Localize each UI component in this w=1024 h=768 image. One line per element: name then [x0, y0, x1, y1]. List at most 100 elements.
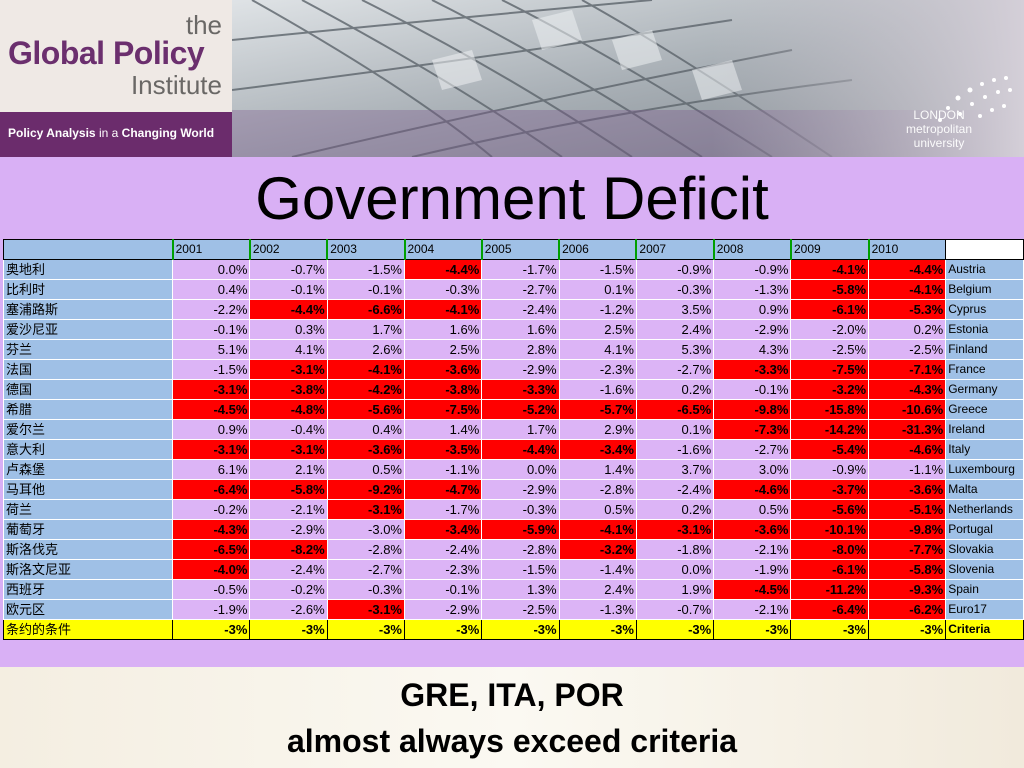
deficit-cell: -1.7% — [481, 259, 560, 280]
deficit-cell: 4.3% — [713, 339, 792, 360]
tagline-part2: in a — [98, 126, 119, 140]
deficit-cell: -7.5% — [403, 399, 483, 420]
criteria-cell: -3% — [403, 619, 483, 640]
table-row: 奥地利 0.0% -0.7% -1.5% -4.4% -1.7% -1.5% -0.9% -0.… — [2, 259, 1024, 280]
deficit-cell: -5.9% — [481, 519, 560, 540]
deficit-cell: -6.2% — [868, 599, 947, 620]
deficit-cell: -11.2% — [790, 579, 870, 600]
deficit-cell: -6.5% — [635, 399, 715, 420]
deficit-cell: -3.6% — [403, 359, 483, 380]
year-header: 2001 — [171, 239, 251, 260]
deficit-cell: -14.2% — [790, 419, 870, 440]
deficit-cell: -3.1% — [326, 499, 406, 520]
country-cn-label: 意大利 — [2, 439, 174, 460]
deficit-cell: -0.1% — [249, 279, 328, 300]
deficit-cell: -2.0% — [790, 319, 870, 340]
deficit-cell: -3.1% — [326, 599, 406, 620]
country-en-label: Euro17 — [945, 599, 1024, 620]
deficit-cell: -2.1% — [713, 599, 792, 620]
deficit-cell: -10.1% — [790, 519, 870, 540]
deficit-cell: 0.9% — [713, 299, 792, 320]
deficit-cell: 1.9% — [635, 579, 715, 600]
deficit-cell: -3.8% — [403, 379, 483, 400]
deficit-cell: -3.2% — [558, 539, 637, 560]
table-row: 葡萄牙 -4.3% -2.9% -3.0% -3.4% -5.9% -4.1% -3.1% -3… — [2, 519, 1024, 540]
deficit-cell: 1.6% — [403, 319, 483, 340]
deficit-cell: -1.1% — [868, 459, 947, 480]
country-cn-label: 希腊 — [2, 399, 174, 420]
deficit-cell: -9.3% — [868, 579, 947, 600]
deficit-cell: -6.1% — [790, 299, 870, 320]
deficit-cell: -10.6% — [868, 399, 947, 420]
criteria-cell: -3% — [481, 619, 560, 640]
deficit-cell: -9.8% — [868, 519, 947, 540]
country-cn-label: 爱尔兰 — [2, 419, 174, 440]
deficit-cell: -7.1% — [868, 359, 947, 380]
deficit-cell: -0.9% — [713, 259, 792, 280]
country-en-label: Greece — [945, 399, 1024, 420]
deficit-cell: 4.1% — [249, 339, 328, 360]
deficit-cell: -1.4% — [558, 559, 637, 580]
country-en-label: Belgium — [945, 279, 1024, 300]
deficit-cell: -0.1% — [713, 379, 792, 400]
table-row: 塞浦路斯 -2.2% -4.4% -6.6% -4.1% -2.4% -1.2% 3.5% 0.… — [2, 299, 1024, 320]
university-name: LONDON metropolitan university — [905, 108, 973, 150]
deficit-cell: -5.3% — [868, 299, 947, 320]
deficit-cell: -2.9% — [481, 359, 560, 380]
deficit-cell: -0.2% — [249, 579, 328, 600]
deficit-cell: -2.9% — [249, 519, 328, 540]
deficit-cell: -1.5% — [481, 559, 560, 580]
country-cn-label: 爱沙尼亚 — [2, 319, 174, 340]
deficit-cell: -3.3% — [481, 379, 560, 400]
page-title: Government Deficit — [255, 165, 769, 232]
country-en-label: Spain — [945, 579, 1024, 600]
deficit-cell: 0.4% — [326, 419, 406, 440]
deficit-cell: -3.1% — [172, 439, 251, 460]
deficit-cell: -6.4% — [790, 599, 870, 620]
deficit-cell: 3.7% — [635, 459, 715, 480]
deficit-cell: -2.7% — [635, 359, 715, 380]
deficit-cell: -5.7% — [558, 399, 637, 420]
deficit-cell: -0.3% — [403, 279, 483, 300]
deficit-cell: -7.7% — [868, 539, 947, 560]
deficit-cell: 1.4% — [558, 459, 637, 480]
deficit-cell: -5.8% — [249, 479, 328, 500]
country-cn-label: 芬兰 — [2, 339, 174, 360]
deficit-cell: -15.8% — [790, 399, 870, 420]
deficit-cell: -2.7% — [481, 279, 560, 300]
deficit-cell: -1.6% — [635, 439, 715, 460]
country-en-label: Estonia — [945, 319, 1024, 340]
university-logo-icon — [938, 76, 1012, 122]
tagline: Policy Analysis in a Changing World — [8, 126, 214, 140]
country-en-label: Finland — [945, 339, 1024, 360]
deficit-cell: 0.2% — [635, 499, 715, 520]
deficit-cell: -0.1% — [403, 579, 483, 600]
table-row: 法国 -1.5% -3.1% -4.1% -3.6% -2.9% -2.3% -2.7% -3.… — [2, 359, 1024, 380]
deficit-cell: -2.7% — [326, 559, 406, 580]
deficit-table: 2001 2002 2003 2004 2005 2006 2007 2008 … — [2, 239, 1024, 640]
deficit-cell: -4.4% — [403, 259, 483, 280]
deficit-cell: -0.4% — [249, 419, 328, 440]
deficit-cell: 0.2% — [635, 379, 715, 400]
deficit-cell: -3.0% — [326, 519, 406, 540]
deficit-cell: -0.9% — [635, 259, 715, 280]
country-cn-label: 比利时 — [2, 279, 174, 300]
deficit-cell: 5.3% — [635, 339, 715, 360]
deficit-cell: -2.1% — [249, 499, 328, 520]
deficit-cell: -5.8% — [790, 279, 870, 300]
deficit-cell: 0.5% — [558, 499, 637, 520]
criteria-row: 条约的条件 -3% -3% -3% -3% -3% -3% -3% -3% -3% -3% Crite… — [2, 619, 1024, 640]
country-cn-label: 塞浦路斯 — [2, 299, 174, 320]
country-cn-label: 斯洛文尼亚 — [2, 559, 174, 580]
deficit-cell: -3.5% — [403, 439, 483, 460]
deficit-cell: 2.4% — [635, 319, 715, 340]
tagline-part1: Policy Analysis — [8, 126, 96, 140]
deficit-cell: -1.5% — [558, 259, 637, 280]
deficit-cell: 0.3% — [249, 319, 328, 340]
deficit-cell: 1.7% — [326, 319, 406, 340]
deficit-cell: -3.1% — [635, 519, 715, 540]
deficit-cell: 1.7% — [481, 419, 560, 440]
deficit-cell: -2.5% — [481, 599, 560, 620]
deficit-cell: -4.1% — [403, 299, 483, 320]
year-header: 2010 — [867, 239, 947, 260]
